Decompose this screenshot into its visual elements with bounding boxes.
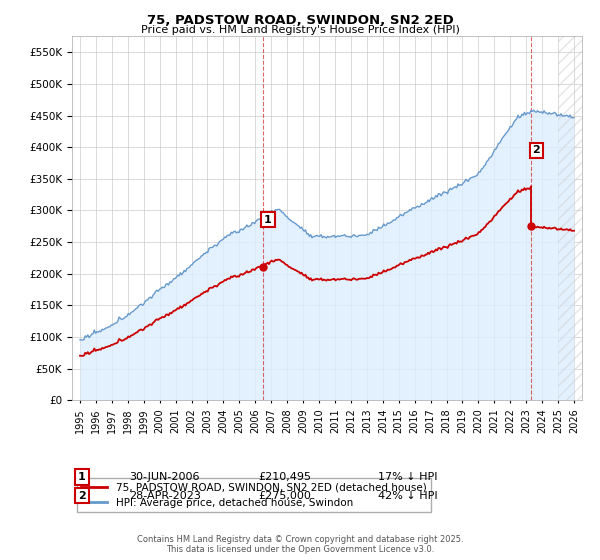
- Legend: 75, PADSTOW ROAD, SWINDON, SN2 2ED (detached house), HPI: Average price, detache: 75, PADSTOW ROAD, SWINDON, SN2 2ED (deta…: [77, 478, 431, 512]
- Text: 2: 2: [78, 491, 86, 501]
- Text: 1: 1: [78, 472, 86, 482]
- Text: 75, PADSTOW ROAD, SWINDON, SN2 2ED: 75, PADSTOW ROAD, SWINDON, SN2 2ED: [146, 14, 454, 27]
- Bar: [558, 36, 582, 400]
- Text: £275,000: £275,000: [258, 491, 311, 501]
- Text: 17% ↓ HPI: 17% ↓ HPI: [378, 472, 437, 482]
- Text: Price paid vs. HM Land Registry's House Price Index (HPI): Price paid vs. HM Land Registry's House …: [140, 25, 460, 35]
- Text: £210,495: £210,495: [258, 472, 311, 482]
- Text: 30-JUN-2006: 30-JUN-2006: [129, 472, 200, 482]
- Text: 28-APR-2023: 28-APR-2023: [129, 491, 201, 501]
- Text: 42% ↓ HPI: 42% ↓ HPI: [378, 491, 437, 501]
- Text: Contains HM Land Registry data © Crown copyright and database right 2025.
This d: Contains HM Land Registry data © Crown c…: [137, 535, 463, 554]
- Text: 2: 2: [532, 146, 540, 155]
- Text: 1: 1: [264, 214, 272, 225]
